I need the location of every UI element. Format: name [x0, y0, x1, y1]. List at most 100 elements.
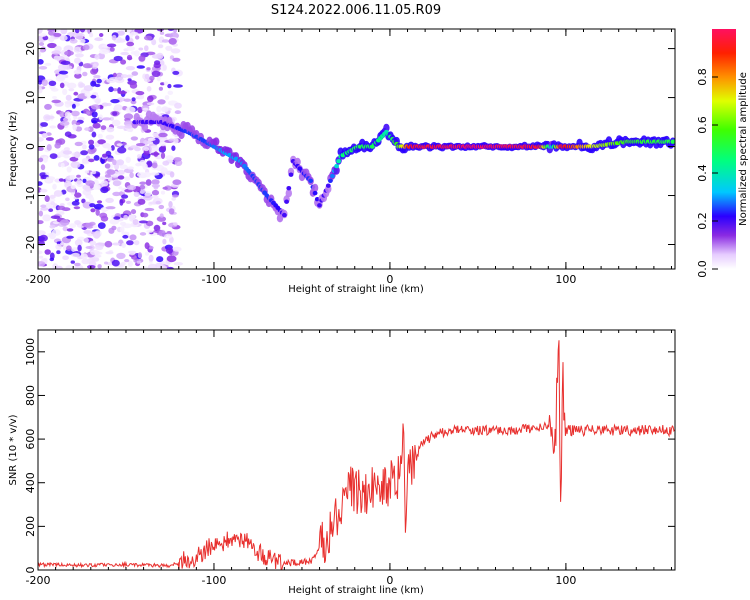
spectrogram-cell [284, 199, 289, 204]
spectrogram-cell [139, 188, 146, 194]
spectrogram-cell [148, 254, 154, 262]
spectrogram-cell [84, 92, 92, 97]
spectrogram-cell [162, 221, 167, 226]
spectrogram-cell [44, 115, 55, 120]
spectrogram-cell [112, 111, 118, 116]
spectrogram-cell [125, 35, 130, 42]
spectrogram-cell [168, 201, 173, 208]
spectrogram-cell [92, 225, 98, 229]
spectrogram-cell [60, 29, 68, 35]
spectrogram-cell [58, 70, 69, 75]
spectrogram-cell [59, 203, 65, 207]
spectrogram-cell [126, 240, 134, 246]
spectrogram-cell [97, 52, 105, 60]
spectrogram-cell [89, 196, 95, 204]
spectrogram-cell [174, 102, 182, 109]
colorbar-tick-label: 0.6 [696, 116, 709, 134]
spectrogram-cell [62, 88, 68, 96]
spectrogram-cell [172, 70, 180, 75]
spectrogram-cell [70, 260, 76, 264]
spectrogram-cell [109, 218, 119, 225]
spectrogram-cell [62, 226, 68, 232]
spectrogram-cell [112, 191, 121, 197]
spectrogram-cell [173, 262, 184, 266]
spectrogram-cell [66, 166, 72, 173]
spectrogram-cell [51, 229, 61, 236]
spectrogram-cell [87, 265, 96, 269]
spectrogram-cell [112, 242, 121, 246]
spectrogram-cell [146, 229, 154, 233]
spectrogram-cell [101, 180, 109, 187]
spectrogram-cell [171, 197, 176, 201]
spectrogram-cell [105, 134, 115, 140]
spectrogram-cell [88, 158, 95, 163]
spectrogram-cell [149, 145, 160, 152]
colorbar-ticks: 0.0 0.2 0.4 0.6 0.8 [696, 68, 718, 278]
spectrogram-cell [136, 65, 145, 69]
spectrogram-cell [104, 240, 113, 248]
spectrogram-cell [62, 245, 68, 251]
spectrogram-cell [81, 158, 89, 164]
spectrogram-cell [311, 183, 319, 193]
spectrogram-cell [162, 186, 168, 190]
spectrogram-cell [137, 252, 143, 259]
spectrogram-cell [74, 262, 81, 267]
spectrogram-cell [38, 85, 43, 89]
spectrogram-cell [144, 207, 155, 212]
spectrogram-cell [60, 60, 71, 65]
spectrogram-x-tick-label: 0 [386, 273, 393, 286]
spectrogram-cell [158, 132, 168, 138]
spectrogram-cell [159, 213, 164, 218]
spectrogram-cell [92, 231, 101, 239]
spectrogram-cell [48, 80, 57, 87]
spectrogram-cell [312, 190, 318, 196]
spectrogram-cell [73, 206, 81, 210]
spectrogram-cell [117, 175, 125, 180]
spectrogram-cell [112, 72, 117, 78]
spectrogram-cell [48, 37, 55, 42]
spectrogram-cell [38, 66, 48, 70]
spectrogram-cell [130, 31, 139, 36]
spectrogram-cell [100, 125, 107, 130]
spectrogram-cell [111, 34, 117, 41]
spectrogram-cell [172, 246, 182, 252]
spectrogram-cell [151, 54, 162, 59]
spectrogram-cell [99, 33, 104, 37]
spectrogram-cell [155, 200, 161, 205]
spectrogram-cell [74, 141, 83, 147]
spectrogram-cell [81, 198, 86, 204]
spectrogram-cell [136, 154, 142, 159]
spectrogram-cell [141, 212, 149, 218]
spectrogram-cell [118, 186, 123, 190]
spectrogram-cell [139, 184, 146, 190]
spectrogram-cell [97, 222, 106, 230]
spectrogram-cell [153, 62, 161, 69]
spectrogram-cell [148, 245, 154, 250]
spectrogram-cell [92, 122, 101, 129]
spectrogram-cell [172, 179, 182, 185]
spectrogram-cell [91, 170, 97, 175]
spectrogram-cell [125, 66, 135, 71]
spectrogram-cell [64, 100, 74, 105]
spectrogram-cell [101, 207, 107, 213]
spectrogram-cell [119, 199, 124, 206]
spectrogram-cell [126, 74, 134, 78]
spectrogram-cell [139, 232, 147, 236]
spectrogram-cell [102, 117, 112, 121]
snr-y-tick-label: 600 [24, 429, 37, 450]
spectrogram-cell [161, 39, 170, 43]
spectrogram-cell [62, 150, 73, 155]
spectrogram-cell [121, 231, 130, 236]
spectrogram-cell [144, 191, 152, 197]
spectrogram-x-tick-label: -200 [26, 273, 51, 286]
spectrogram-cell [120, 59, 127, 65]
spectrogram-cell [84, 222, 94, 229]
spectrogram-cell [146, 160, 153, 168]
spectrogram-cell [163, 233, 173, 239]
spectrogram-cell [93, 155, 100, 161]
spectrogram-y-tick-label: 10 [24, 91, 37, 105]
spectrogram-cell [64, 111, 71, 118]
spectrogram-cell [52, 96, 57, 99]
